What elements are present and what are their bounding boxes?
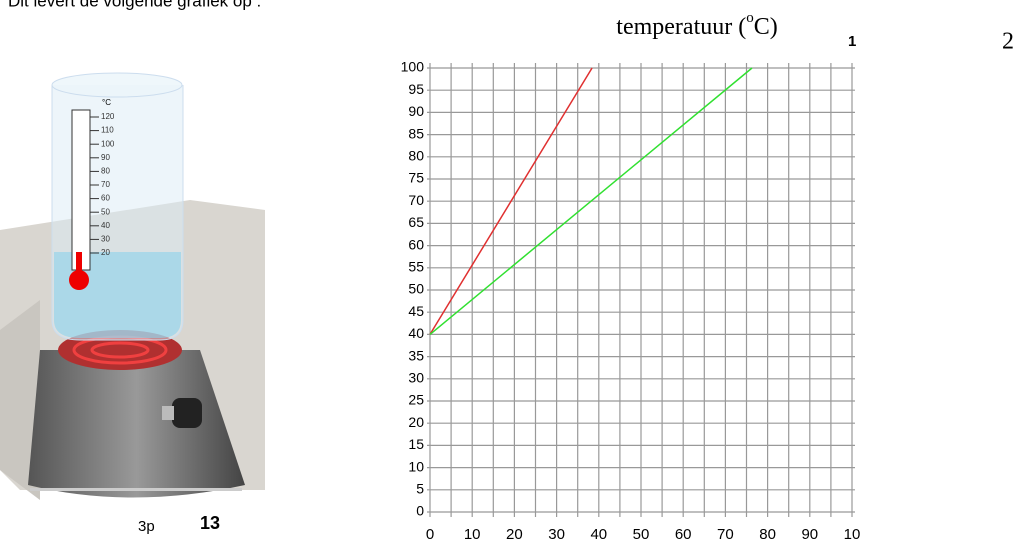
series-label: 2 (1002, 29, 1014, 55)
y-tick-label: 50 (408, 281, 424, 297)
y-tick-label: 0 (416, 503, 424, 519)
x-tick-label: 50 (633, 526, 650, 543)
x-tick-label: 30 (548, 526, 565, 543)
x-tick-label: 60 (675, 526, 692, 543)
y-tick-label: 45 (408, 303, 424, 319)
y-tick-label: 10 (408, 458, 424, 474)
title-text: temperatuur ( (616, 14, 746, 40)
points: 3p (138, 518, 155, 535)
scale-label: 110 (101, 126, 114, 135)
scale-label: 30 (101, 235, 110, 244)
y-tick-label: 20 (408, 414, 424, 430)
scale-label: 70 (101, 180, 110, 189)
scale-label: 120 (101, 112, 115, 121)
y-tick-label: 85 (408, 125, 424, 141)
y-tick-label: 70 (408, 192, 424, 208)
scale-label: 40 (101, 221, 110, 230)
chart-title: temperatuur (oC) (616, 10, 777, 39)
y-tick-label: 95 (408, 81, 424, 97)
illustration (0, 72, 265, 500)
scale-label: 60 (101, 194, 110, 203)
y-tick-label: 65 (408, 214, 424, 230)
y-tick-label: 60 (408, 236, 424, 252)
x-tick-label: 0 (426, 526, 434, 543)
scale-label: 100 (101, 139, 115, 148)
x-tick-label: 80 (759, 526, 776, 543)
y-tick-label: 100 (401, 59, 425, 75)
x-tick-label: 10 (844, 526, 861, 543)
x-tick-label: 10 (464, 526, 481, 543)
title-text: C) (754, 14, 778, 40)
y-tick-label: 25 (408, 392, 424, 408)
y-tick-label: 40 (408, 325, 424, 341)
scale-label: 20 (101, 248, 110, 257)
series-label: 1 (848, 33, 856, 50)
scale-unit: °C (102, 98, 111, 107)
question-number: 13 (200, 513, 220, 533)
x-tick-label: 90 (801, 526, 818, 543)
x-tick-label: 40 (590, 526, 607, 543)
x-tick-label: 20 (506, 526, 523, 543)
y-tick-label: 30 (408, 370, 424, 386)
scale-label: 80 (101, 167, 110, 176)
y-tick-label: 15 (408, 436, 424, 452)
header-text: Dit levert de volgende grafiek op : (8, 0, 261, 10)
data-line (429, 67, 593, 335)
title-superscript: o (746, 10, 754, 26)
scale-label: 50 (101, 207, 110, 216)
scale-label: 90 (101, 153, 110, 162)
y-tick-label: 55 (408, 259, 424, 275)
y-tick-label: 80 (408, 148, 424, 164)
x-tick-label: 70 (717, 526, 734, 543)
y-tick-label: 5 (416, 481, 424, 497)
data-line (429, 67, 753, 335)
y-tick-label: 75 (408, 170, 424, 186)
y-tick-label: 90 (408, 103, 424, 119)
y-tick-label: 35 (408, 347, 424, 363)
